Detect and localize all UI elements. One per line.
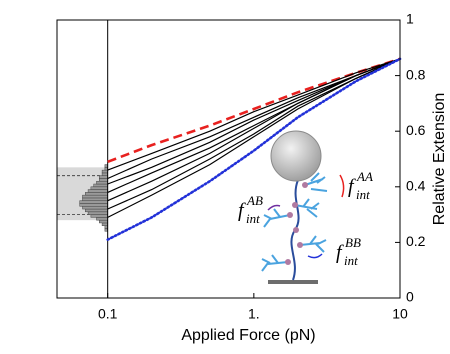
y-axis-label: Relative Extension: [431, 93, 448, 226]
y-tick-label: 0.2: [406, 233, 426, 249]
annotation-sup: BB: [345, 235, 361, 250]
histogram-bar: [99, 178, 108, 182]
y-tick-label: 1: [406, 11, 414, 27]
histogram-bar: [79, 203, 108, 207]
histogram-bar: [99, 219, 108, 224]
schematic: [261, 130, 345, 284]
plot-frame: [56, 19, 401, 299]
annotation-sup: AA: [356, 169, 373, 184]
annotation-sub: int: [344, 253, 358, 268]
annotation-main: f: [348, 176, 356, 198]
surface: [268, 280, 318, 284]
histogram-bar: [90, 186, 108, 190]
histogram-bar: [101, 172, 108, 176]
histogram-bar: [85, 208, 108, 213]
plot-area: [56, 19, 402, 299]
histogram-bar: [82, 194, 108, 199]
histogram-bar: [85, 192, 108, 196]
arrow: [339, 174, 345, 198]
x-tick-label: 10: [392, 306, 408, 322]
series-line: [107, 58, 401, 202]
annotation-main: f: [336, 242, 344, 264]
histogram-bar: [101, 222, 108, 226]
y-tick-label: 0.4: [406, 178, 426, 194]
histogram-bar: [96, 217, 108, 221]
histogram-bar: [93, 183, 108, 188]
y-tick-label: 0: [406, 289, 414, 305]
series-line: [107, 58, 401, 185]
annotation-sub: int: [356, 187, 370, 202]
arrow: [267, 204, 281, 211]
series-line: [107, 58, 401, 171]
nodes: [285, 182, 308, 265]
y-tick-label: 0.8: [406, 66, 426, 82]
series-line: [106, 57, 402, 241]
x-axis-label: Applied Force (pN): [181, 327, 315, 344]
series-line: [107, 58, 401, 218]
histogram-bar: [82, 197, 108, 201]
histogram-bar: [99, 175, 108, 179]
x-tick-label: 1.: [248, 306, 260, 322]
histogram-bar: [96, 180, 108, 185]
annotation-sub: int: [246, 211, 260, 226]
histogram-bar: [79, 200, 108, 204]
annotation-sup: AB: [246, 193, 263, 208]
histogram-bar: [87, 211, 108, 215]
histogram-bar: [101, 169, 108, 174]
arrow: [307, 253, 323, 259]
x-tick-label: 0.1: [98, 306, 118, 322]
y-tick-label: 0.6: [406, 122, 426, 138]
series-line: [107, 58, 401, 180]
histogram-bar: [90, 214, 108, 218]
branches: [261, 172, 328, 272]
bead: [270, 130, 322, 182]
series-line: [107, 57, 401, 164]
histogram-bar: [87, 189, 108, 193]
histogram-bar: [82, 206, 108, 210]
annotation-main: f: [238, 200, 246, 222]
